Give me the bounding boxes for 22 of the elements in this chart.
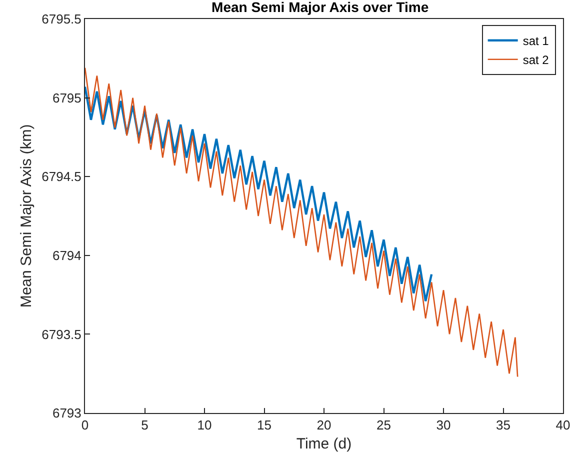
x-tick-label: 35: [496, 418, 510, 433]
line-series: [85, 67, 518, 378]
x-tick-label: 25: [376, 418, 391, 433]
x-tick-label: 0: [81, 418, 89, 433]
legend-label: sat 1: [522, 34, 550, 48]
y-tick-label: 6793.5: [42, 326, 82, 342]
x-tick-label: 10: [197, 418, 212, 433]
y-tick-label: 6794.5: [42, 169, 82, 184]
x-axis-title: Time (d): [296, 436, 352, 453]
y-tick-label: 6793: [52, 406, 82, 421]
x-tick-label: 30: [436, 418, 451, 433]
x-tick-label: 15: [257, 418, 272, 433]
legend-label: sat 2: [522, 53, 550, 68]
x-tick-label: 40: [556, 418, 570, 433]
x-tick-label: 5: [141, 418, 148, 433]
y-axis-title: Mean Semi Major Axis (km): [18, 124, 35, 308]
x-tick-label: 20: [316, 418, 332, 433]
y-tick-label: 6795: [52, 90, 82, 106]
line-series: [85, 86, 433, 302]
y-tick-label: 6794: [52, 248, 82, 263]
y-tick-label: 6795.5: [42, 12, 82, 27]
chart-title: Mean Semi Major Axis over Time: [212, 0, 429, 16]
